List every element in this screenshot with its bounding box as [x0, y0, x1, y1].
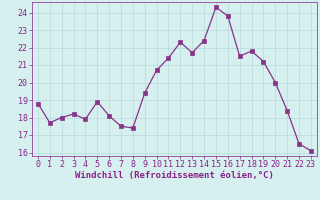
X-axis label: Windchill (Refroidissement éolien,°C): Windchill (Refroidissement éolien,°C) — [75, 171, 274, 180]
